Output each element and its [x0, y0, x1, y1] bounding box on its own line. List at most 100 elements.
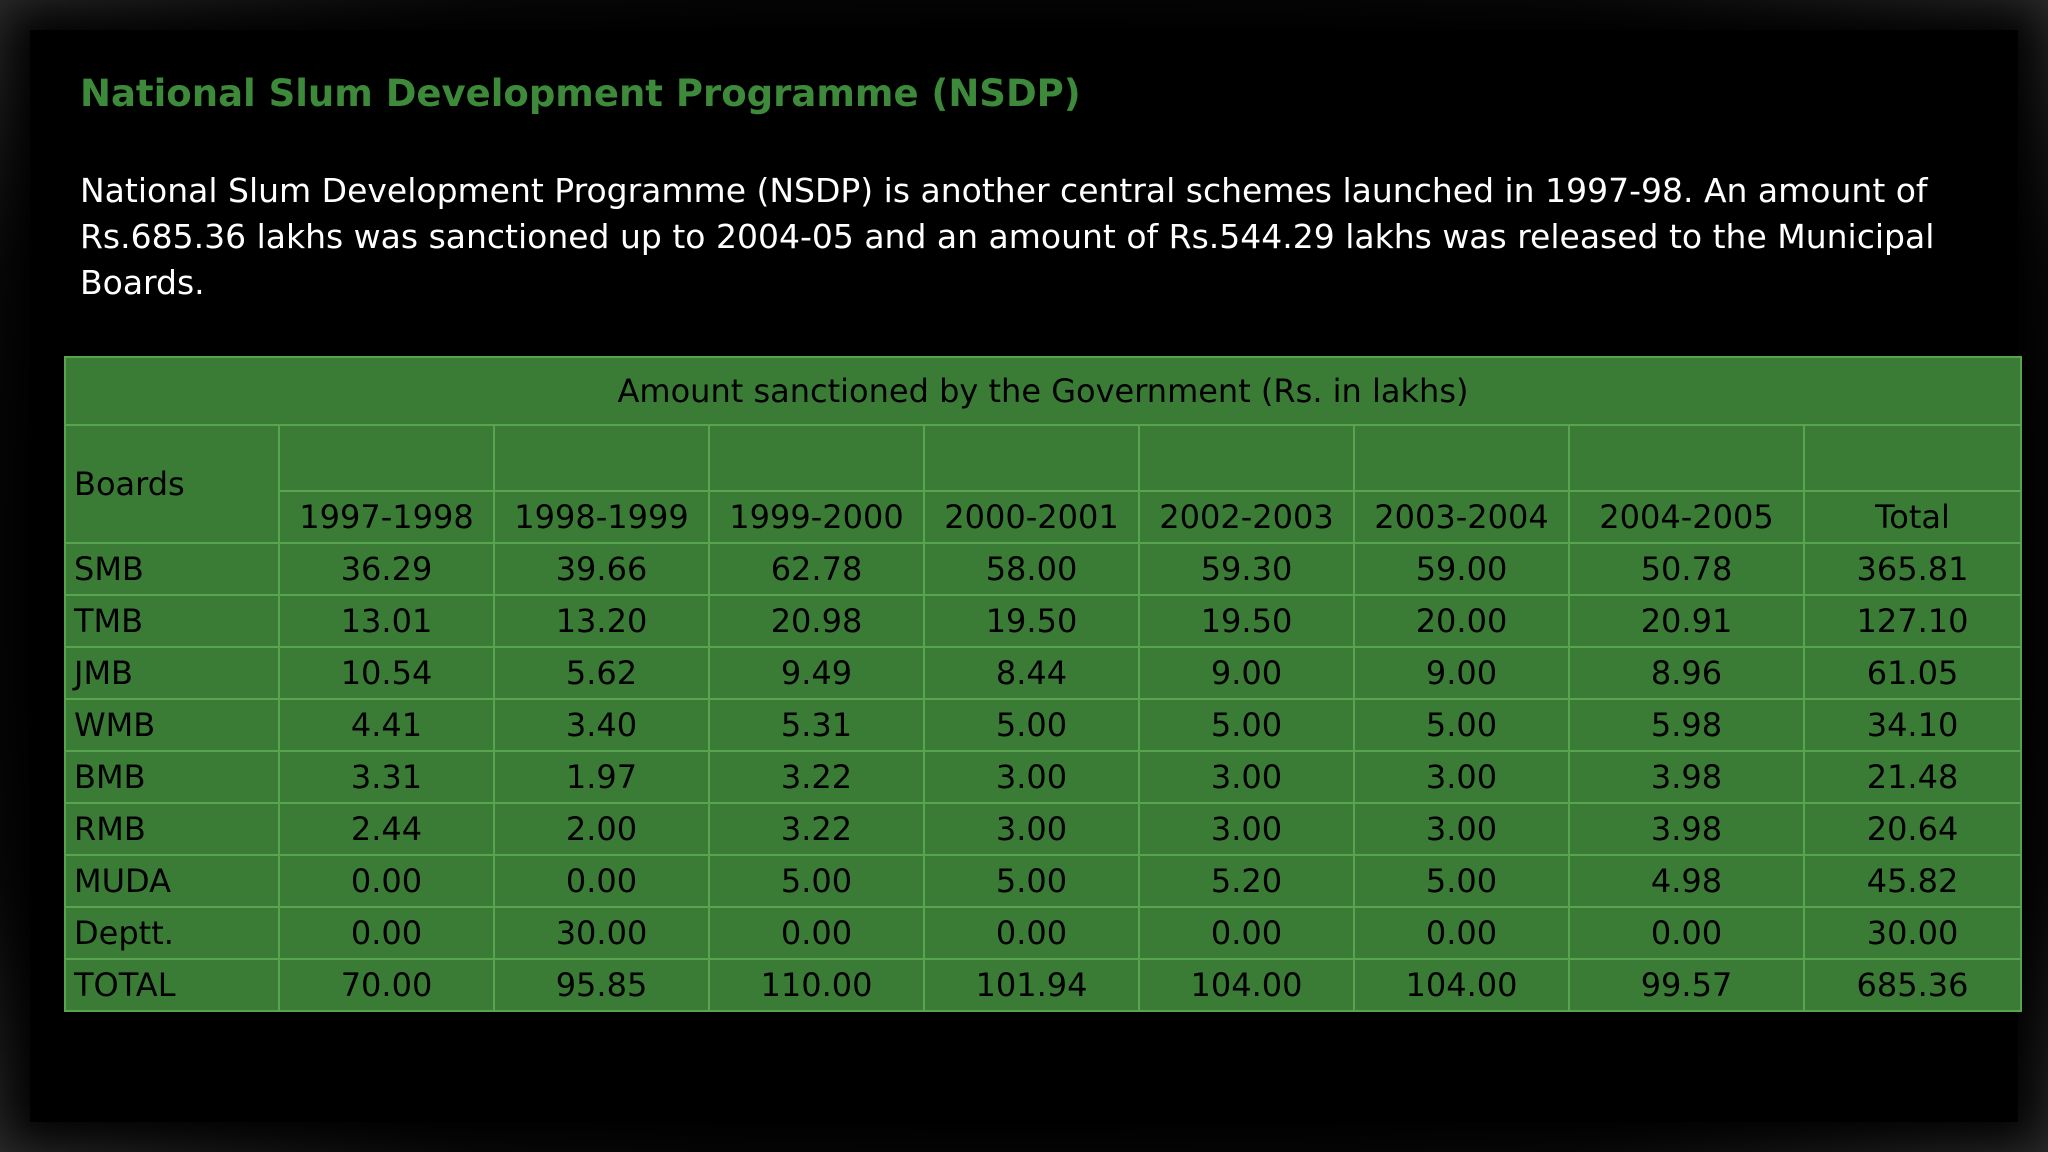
column-header: Total	[1802, 490, 2023, 544]
header-spacer-cell	[923, 424, 1140, 492]
value-cell: 104.00	[1353, 958, 1570, 1012]
value-cell: 34.10	[1802, 698, 2023, 752]
board-name-cell: WMB	[64, 698, 280, 752]
header-spacer-cell	[1138, 424, 1355, 492]
column-header: 2003-2004	[1353, 490, 1570, 544]
value-cell: 3.00	[1353, 750, 1570, 804]
value-cell: 2.00	[493, 802, 710, 856]
value-cell: 3.98	[1568, 802, 1805, 856]
header-spacer-cell	[1802, 424, 2023, 492]
board-name-cell: TMB	[64, 594, 280, 648]
value-cell: 5.00	[923, 698, 1140, 752]
column-header: 2000-2001	[923, 490, 1140, 544]
board-name-cell: Deptt.	[64, 906, 280, 960]
value-cell: 2.44	[278, 802, 495, 856]
table-row: MUDA 0.00 0.00 5.00 5.00 5.20 5.00 4.98 45.82	[64, 854, 2023, 908]
value-cell: 5.00	[1353, 854, 1570, 908]
value-cell: 3.22	[708, 750, 925, 804]
value-cell: 127.10	[1802, 594, 2023, 648]
value-cell: 0.00	[1138, 906, 1355, 960]
value-cell: 4.41	[278, 698, 495, 752]
value-cell: 8.96	[1568, 646, 1805, 700]
value-cell: 5.62	[493, 646, 710, 700]
table-caption-row: Amount sanctioned by the Government (Rs.…	[63, 356, 2023, 426]
value-cell: 20.91	[1568, 594, 1805, 648]
column-header: 1997-1998	[278, 490, 495, 544]
value-cell: 30.00	[1802, 906, 2023, 960]
value-cell: 5.00	[1138, 698, 1355, 752]
value-cell: 99.57	[1568, 958, 1805, 1012]
value-cell: 3.98	[1568, 750, 1805, 804]
table-row: TMB 13.01 13.20 20.98 19.50 19.50 20.00 20.91 12…	[64, 594, 2023, 648]
boards-header: Boards	[64, 424, 280, 544]
value-cell: 95.85	[493, 958, 710, 1012]
year-header-row: 1997-1998 1998-1999 1999-2000 2000-2001 …	[65, 490, 2023, 544]
value-cell: 5.31	[708, 698, 925, 752]
value-cell: 1.97	[493, 750, 710, 804]
header-spacer-cell	[1568, 424, 1805, 492]
value-cell: 61.05	[1802, 646, 2023, 700]
header-spacer-cell	[278, 424, 495, 492]
value-cell: 39.66	[493, 542, 710, 596]
value-cell: 0.00	[1353, 906, 1570, 960]
value-cell: 36.29	[278, 542, 495, 596]
table-row: RMB 2.44 2.00 3.22 3.00 3.00 3.00 3.98 20.64	[64, 802, 2023, 856]
value-cell: 5.00	[708, 854, 925, 908]
value-cell: 110.00	[708, 958, 925, 1012]
value-cell: 58.00	[923, 542, 1140, 596]
value-cell: 4.98	[1568, 854, 1805, 908]
header-spacer-cell	[493, 424, 710, 492]
value-cell: 685.36	[1802, 958, 2023, 1012]
table-row: SMB 36.29 39.66 62.78 58.00 59.30 59.00 50.78 36…	[64, 542, 2023, 596]
value-cell: 365.81	[1802, 542, 2023, 596]
header-spacer-cell	[1353, 424, 1570, 492]
value-cell: 5.00	[923, 854, 1140, 908]
value-cell: 9.49	[708, 646, 925, 700]
value-cell: 20.98	[708, 594, 925, 648]
value-cell: 0.00	[1568, 906, 1805, 960]
table-row: JMB 10.54 5.62 9.49 8.44 9.00 9.00 8.96 61.05	[64, 646, 2023, 700]
header-spacer-cell	[708, 424, 925, 492]
board-name-cell: SMB	[64, 542, 280, 596]
column-header: 1999-2000	[708, 490, 925, 544]
value-cell: 5.00	[1353, 698, 1570, 752]
table-caption: Amount sanctioned by the Government (Rs.…	[63, 356, 2023, 426]
value-cell: 10.54	[278, 646, 495, 700]
table-header-row: Boards	[64, 424, 2023, 544]
value-cell: 21.48	[1802, 750, 2023, 804]
board-name-cell: MUDA	[64, 854, 280, 908]
value-cell: 30.00	[493, 906, 710, 960]
table-row: BMB 3.31 1.97 3.22 3.00 3.00 3.00 3.98 21.48	[64, 750, 2023, 804]
value-cell: 62.78	[708, 542, 925, 596]
value-cell: 19.50	[1138, 594, 1355, 648]
value-cell: 19.50	[923, 594, 1140, 648]
value-cell: 20.64	[1802, 802, 2023, 856]
value-cell: 5.20	[1138, 854, 1355, 908]
value-cell: 3.00	[1138, 750, 1355, 804]
value-cell: 0.00	[923, 906, 1140, 960]
value-cell: 3.00	[1138, 802, 1355, 856]
value-cell: 3.00	[1353, 802, 1570, 856]
value-cell: 45.82	[1802, 854, 2023, 908]
sanction-table: Amount sanctioned by the Government (Rs.…	[63, 356, 2023, 1012]
value-cell: 13.01	[278, 594, 495, 648]
table-row: TOTAL 70.00 95.85 110.00 101.94 104.00 104.00 9…	[64, 958, 2023, 1012]
value-cell: 8.44	[923, 646, 1140, 700]
board-name-cell: RMB	[64, 802, 280, 856]
value-cell: 3.31	[278, 750, 495, 804]
value-cell: 5.98	[1568, 698, 1805, 752]
value-cell: 59.00	[1353, 542, 1570, 596]
value-cell: 104.00	[1138, 958, 1355, 1012]
value-cell: 0.00	[278, 906, 495, 960]
value-cell: 0.00	[493, 854, 710, 908]
column-header: 1998-1999	[493, 490, 710, 544]
value-cell: 101.94	[923, 958, 1140, 1012]
value-cell: 0.00	[708, 906, 925, 960]
value-cell: 20.00	[1353, 594, 1570, 648]
value-cell: 3.40	[493, 698, 710, 752]
column-header: 2002-2003	[1138, 490, 1355, 544]
value-cell: 59.30	[1138, 542, 1355, 596]
value-cell: 3.00	[923, 802, 1140, 856]
column-header: 2004-2005	[1568, 490, 1805, 544]
table-row: Deptt. 0.00 30.00 0.00 0.00 0.00 0.00 0.00 30.00	[64, 906, 2023, 960]
